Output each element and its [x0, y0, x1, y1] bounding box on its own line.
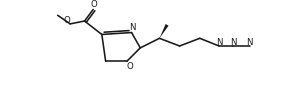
Text: N: N — [230, 38, 237, 47]
Text: O: O — [91, 0, 98, 9]
Text: N: N — [216, 38, 222, 47]
Text: N: N — [246, 38, 253, 47]
Polygon shape — [159, 24, 168, 38]
Text: O: O — [64, 16, 71, 25]
Text: O: O — [126, 62, 133, 71]
Text: N: N — [129, 23, 136, 32]
